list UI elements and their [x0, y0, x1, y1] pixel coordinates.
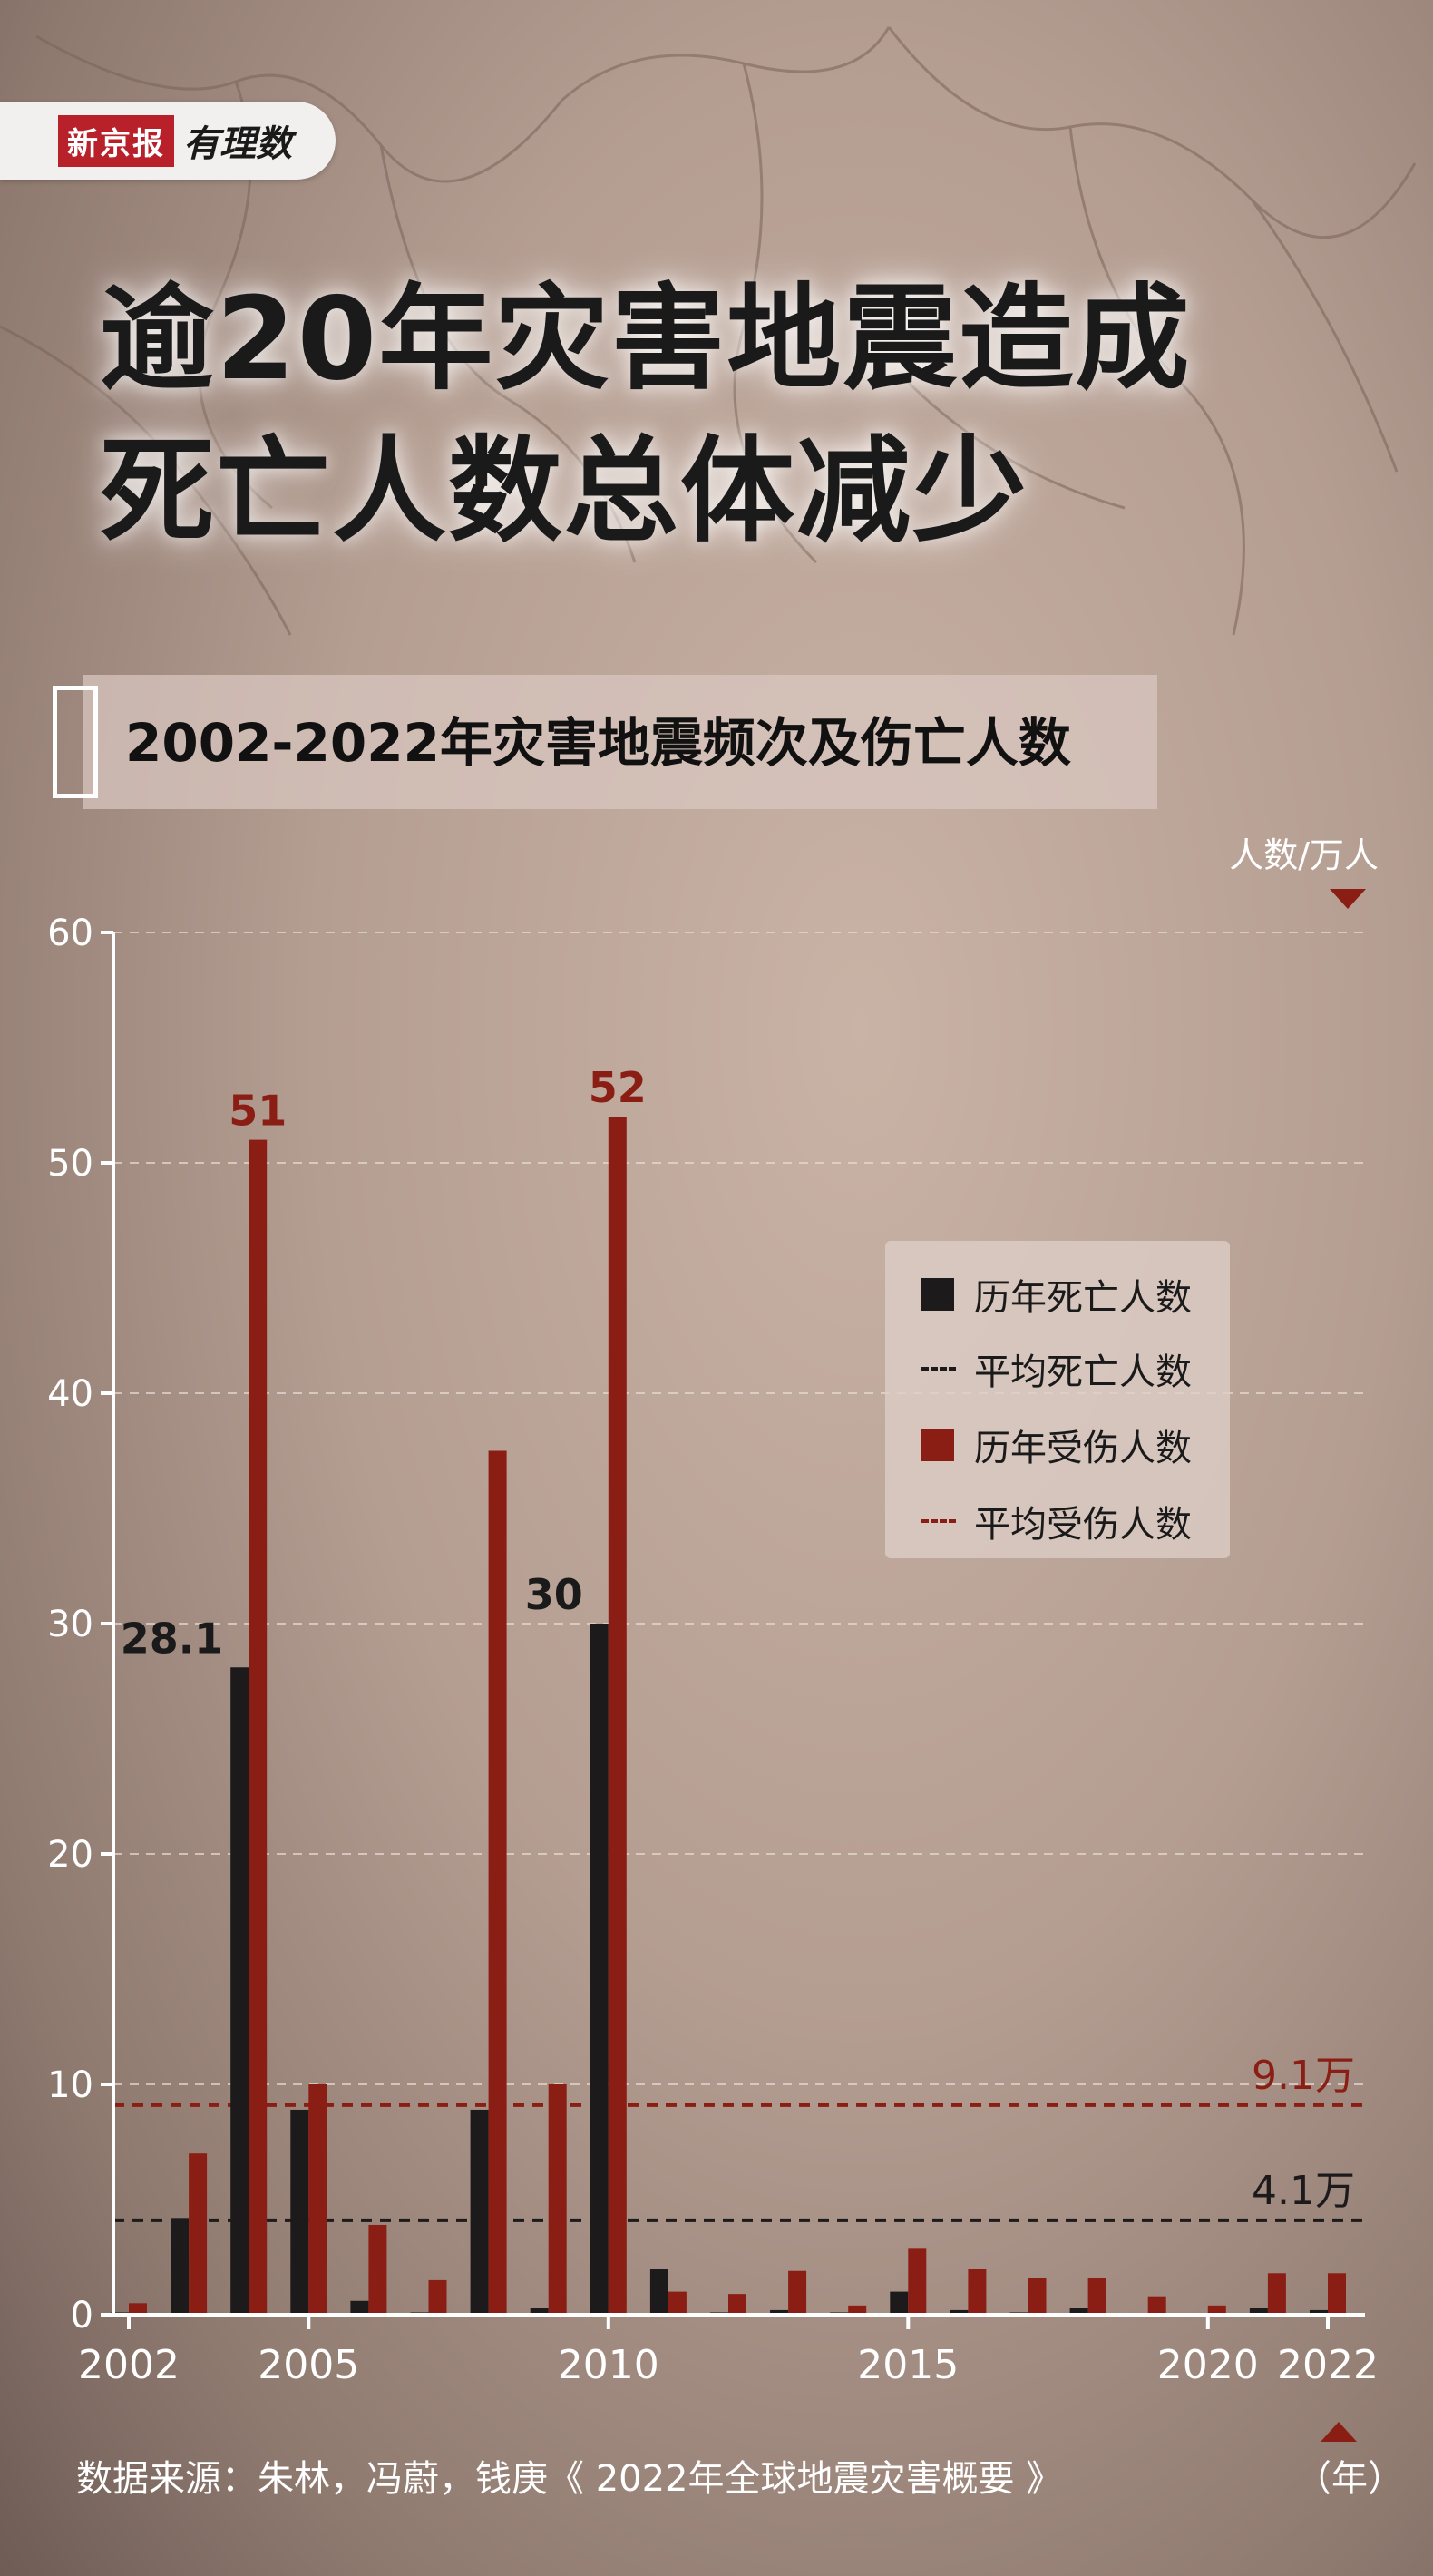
y-tick-label-20: 20	[47, 1834, 93, 1876]
death-bar-2011	[649, 2269, 668, 2315]
death-bar-2018	[1069, 2308, 1088, 2315]
data-label-injuries-2010: 52	[589, 1063, 647, 1112]
injury-bar-2010	[608, 1117, 627, 2315]
injury-bar-2017	[1028, 2278, 1047, 2315]
data-source: 数据来源：朱林，冯蔚，钱庚《 2022年全球地震灾害概要 》	[76, 2458, 1063, 2500]
injury-bar-2019	[1147, 2296, 1166, 2315]
death-bar-2022	[1310, 2309, 1328, 2315]
y-tick-label-60: 60	[47, 912, 93, 954]
death-bar-2010	[590, 1624, 609, 2315]
y-tick-label-10: 10	[47, 2064, 93, 2106]
legend-label-avg-deaths: 平均死亡人数	[974, 1351, 1192, 1393]
injury-bar-2020	[1207, 2305, 1226, 2315]
death-bar-2008	[470, 2109, 489, 2315]
y-axis-unit-label: 人数/万人	[1229, 835, 1379, 875]
injury-bar-2012	[728, 2294, 746, 2315]
death-bar-2004	[230, 1667, 249, 2315]
data-label-deaths-2004: 28.1	[121, 1614, 224, 1663]
legend-label-avg-injuries: 平均受伤人数	[974, 1504, 1192, 1546]
legend-item-avg-deaths: 平均死亡人数	[921, 1342, 1192, 1395]
death-bar-2003	[171, 2218, 190, 2315]
injury-bar-2003	[189, 2153, 208, 2315]
death-bar-2021	[1249, 2308, 1268, 2315]
legend-item-avg-injuries: 平均受伤人数	[921, 1495, 1192, 1547]
y-tick-label-30: 30	[47, 1604, 93, 1645]
title-line-2: 死亡人数总体减少	[100, 424, 1028, 558]
injury-bar-2005	[308, 2084, 327, 2315]
subtitle-bracket	[53, 686, 98, 798]
death-bar-2005	[290, 2109, 309, 2315]
legend-dash-avg-injuries	[921, 1519, 956, 1523]
brand-name: 新京报	[58, 114, 174, 167]
x-tick-label-2020: 2020	[1157, 2342, 1259, 2388]
x-axis-unit-label: （年）	[1295, 2458, 1404, 2500]
legend-label-injuries: 历年受伤人数	[974, 1428, 1192, 1469]
x-tick-label-2002: 2002	[78, 2342, 180, 2388]
legend-dash-avg-deaths	[921, 1367, 956, 1371]
brand-column: 有理数	[183, 122, 292, 165]
average-label-injuries: 9.1万	[1252, 2053, 1355, 2099]
injury-bar-2011	[668, 2291, 687, 2315]
data-label-injuries-2004: 51	[229, 1087, 287, 1136]
earthquake-casualty-chart: 0 10 20 30 40 50 60 2002 2005 2010 2015 2020 2022 4.…	[47, 912, 1379, 2388]
legend-swatch-deaths	[921, 1278, 954, 1311]
death-bar-2013	[770, 2309, 789, 2315]
legend-item-injuries: 历年受伤人数	[921, 1419, 1192, 1471]
legend-item-deaths: 历年死亡人数	[921, 1268, 1192, 1321]
death-bar-2015	[890, 2291, 909, 2315]
injury-bar-2022	[1328, 2273, 1346, 2315]
injury-bar-2008	[488, 1450, 507, 2315]
injury-bar-2006	[368, 2224, 387, 2315]
injury-bar-2009	[548, 2084, 567, 2315]
brand-logo: 新京报 有理数	[0, 102, 336, 180]
up-triangle-icon	[1321, 2422, 1357, 2442]
death-bar-2009	[530, 2308, 549, 2315]
injury-bar-2021	[1267, 2273, 1286, 2315]
subtitle-bar	[83, 675, 1157, 809]
injury-bar-2013	[788, 2270, 807, 2315]
x-tick-label-2005: 2005	[258, 2342, 359, 2388]
death-bar-2016	[950, 2309, 969, 2315]
data-label-deaths-2010: 30	[525, 1570, 583, 1619]
injury-bar-2004	[249, 1139, 268, 2315]
x-tick-label-2015: 2015	[857, 2342, 959, 2388]
y-tick-label-40: 40	[47, 1373, 93, 1415]
y-tick-label-0: 0	[71, 2295, 93, 2337]
injury-bar-2002	[129, 2303, 147, 2315]
y-tick-label-50: 50	[47, 1143, 93, 1185]
legend-label-deaths: 历年死亡人数	[974, 1277, 1192, 1319]
x-tick-label-2010: 2010	[558, 2342, 659, 2388]
injury-bar-2007	[428, 2279, 447, 2315]
legend-swatch-injuries	[921, 1429, 954, 1461]
injury-bar-2018	[1087, 2278, 1106, 2315]
injury-bar-2016	[968, 2269, 987, 2315]
injury-bar-2015	[908, 2248, 927, 2315]
death-bar-2006	[350, 2300, 369, 2315]
average-label-deaths: 4.1万	[1252, 2168, 1355, 2214]
down-triangle-icon	[1330, 889, 1366, 909]
chart-subtitle: 2002-2022年灾害地震频次及伤亡人数	[125, 712, 1071, 774]
injury-bar-2014	[848, 2305, 867, 2315]
title-line-1: 逾20年灾害地震造成	[100, 272, 1192, 405]
x-tick-label-2022: 2022	[1277, 2342, 1379, 2388]
chart-legend: 历年死亡人数 平均死亡人数 历年受伤人数 平均受伤人数	[885, 1241, 1230, 1558]
page-title: 逾20年灾害地震造成 死亡人数总体减少	[100, 263, 1351, 568]
